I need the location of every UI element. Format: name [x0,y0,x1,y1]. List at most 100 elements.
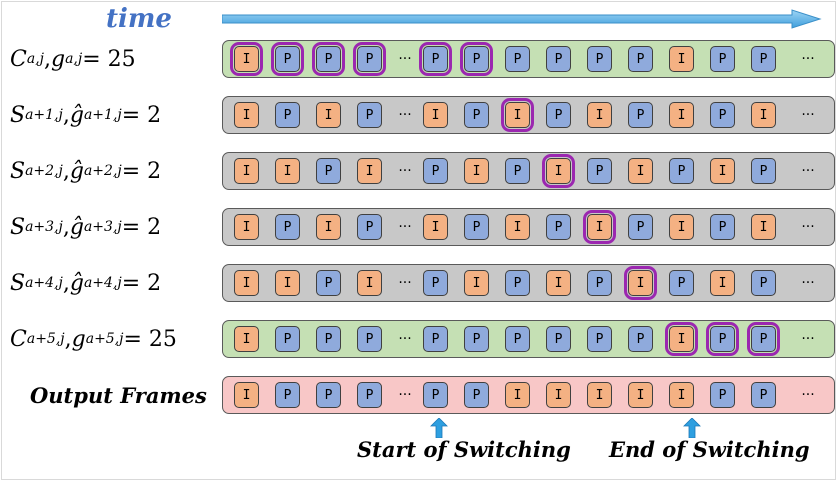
ellipsis: ··· [398,163,412,179]
frame-cell-p: P [464,214,489,240]
ellipsis: ··· [801,107,815,123]
frame-cell-p: P [505,158,530,184]
frame-cell-p: P [587,46,612,72]
frame-cell-p: P [353,42,386,76]
frame-cell-i: I [546,382,571,408]
frame-cell-i: I [710,270,735,296]
frame-cell-i: I [546,270,571,296]
frame-cell-p: P [423,270,448,296]
frame-cell-p: P [628,326,653,352]
frame-cell-p: P [275,382,300,408]
frame-cell-i: I [583,210,616,244]
frame-cell-i: I [234,102,259,128]
frame-cell-i: I [587,382,612,408]
frame-strip-2: I I P I ··· P I P I P I P I P ··· [222,152,835,190]
frame-cell-i: I [275,270,300,296]
frame-cell-i: I [669,382,694,408]
ellipsis: ··· [801,163,815,179]
frame-cell-p: P [316,270,341,296]
frame-cell-p: P [275,102,300,128]
frame-cell-i: I [464,158,489,184]
frame-strip-0: I P P P ··· P P P P P P I P P ··· [222,40,835,78]
ellipsis: ··· [801,275,815,291]
frame-cell-p: P [316,158,341,184]
frame-cell-p: P [464,102,489,128]
frame-cell-i: I [357,158,382,184]
ellipsis: ··· [398,107,412,123]
frame-cell-p: P [751,158,776,184]
frame-cell-p: P [587,326,612,352]
frame-cell-i: I [423,102,448,128]
frame-cell-i: I [628,158,653,184]
frame-cell-i: I [505,382,530,408]
frame-cell-i: I [234,326,259,352]
frame-cell-p: P [710,46,735,72]
frame-cell-i: I [628,382,653,408]
frame-cell-p: P [505,270,530,296]
end-switching-arrow [683,418,701,438]
frame-cell-i: I [669,102,694,128]
frame-cell-i: I [624,266,657,300]
ellipsis: ··· [801,387,815,403]
frame-cell-i: I [464,270,489,296]
frame-cell-p: P [357,326,382,352]
frame-cell-p: P [271,42,304,76]
frame-cell-i: I [234,382,259,408]
frame-cell-p: P [747,322,780,356]
frame-cell-p: P [710,382,735,408]
frame-cell-p: P [357,102,382,128]
frame-cell-i: I [505,214,530,240]
frame-cell-i: I [357,270,382,296]
start-switching-arrow [430,418,448,438]
frame-cell-i: I [669,46,694,72]
frame-cell-p: P [464,326,489,352]
frame-cell-p: P [587,158,612,184]
frame-cell-p: P [751,46,776,72]
ellipsis: ··· [801,331,815,347]
ellipsis: ··· [398,331,412,347]
frame-cell-i: I [542,154,575,188]
frame-cell-i: I [234,214,259,240]
frame-cell-i: I [751,214,776,240]
frame-cell-p: P [357,214,382,240]
frame-cell-i: I [230,42,263,76]
frame-cell-p: P [669,270,694,296]
frame-cell-p: P [460,42,493,76]
time-label: time [106,4,172,34]
ellipsis: ··· [801,51,815,67]
frame-cell-p: P [628,46,653,72]
frame-strip-3: I P I P ··· I P I P I P I P I ··· [222,208,835,246]
frame-cell-p: P [423,326,448,352]
frame-cell-p: P [546,102,571,128]
frame-strip-6: I P P P ··· P P I I I I I P P ··· [222,376,835,414]
frame-cell-p: P [419,42,452,76]
frame-cell-i: I [665,322,698,356]
frame-strip-4: I I P I ··· P I P I P I P I P ··· [222,264,835,302]
frame-cell-p: P [710,102,735,128]
end-switching-label: End of Switching [609,437,810,462]
frame-cell-p: P [546,326,571,352]
frame-cell-p: P [706,322,739,356]
frame-cell-p: P [464,382,489,408]
start-switching-label: Start of Switching [357,437,571,462]
frame-cell-i: I [316,102,341,128]
frame-strip-1: I P I P ··· I P I P I P I P I ··· [222,96,835,134]
frame-cell-i: I [423,214,448,240]
frame-cell-p: P [423,382,448,408]
frame-cell-i: I [234,270,259,296]
ellipsis: ··· [398,387,412,403]
frame-cell-i: I [234,158,259,184]
frame-cell-p: P [546,46,571,72]
ellipsis: ··· [398,219,412,235]
frame-cell-p: P [316,326,341,352]
frame-cell-p: P [312,42,345,76]
frame-cell-p: P [357,382,382,408]
frame-cell-p: P [275,214,300,240]
frame-cell-p: P [275,326,300,352]
